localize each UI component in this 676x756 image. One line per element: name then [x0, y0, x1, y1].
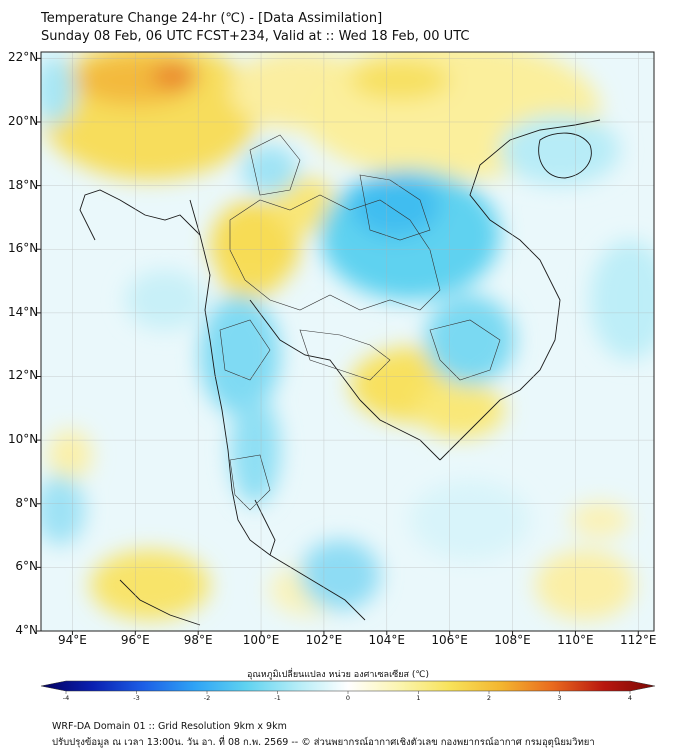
lon-label: 112°E	[620, 633, 657, 647]
colorbar-tick-label: 3	[557, 694, 562, 702]
lat-label: 4°N	[15, 623, 38, 637]
lat-label: 6°N	[15, 559, 38, 574]
lat-label: 20°N	[8, 113, 39, 128]
lon-label: 106°E	[431, 633, 468, 647]
colorbar-tick-label: 0	[345, 694, 351, 702]
lat-label: 22°N	[8, 50, 39, 65]
lat-label: 18°N	[8, 177, 39, 192]
graticule	[41, 52, 654, 631]
colorbar-tick-label: -3	[133, 694, 140, 702]
colorbar	[40, 680, 656, 694]
map-title: Temperature Change 24-hr (℃) - [Data Ass…	[41, 11, 383, 26]
map-subtitle: Sunday 08 Feb, 06 UTC FCST+234, Valid at…	[41, 29, 470, 44]
lon-label: 100°E	[242, 633, 280, 647]
colorbar-label: อุณหภูมิเปลี่ยนแปลง หน่วย องศาเซลเซียส (…	[246, 670, 430, 680]
coastlines	[79, 119, 601, 626]
colorbar-bar	[40, 680, 656, 692]
provincial-borders	[219, 134, 501, 511]
lon-label: 94°E	[57, 633, 87, 647]
lon-label: 96°E	[120, 633, 150, 647]
lon-label: 102°E	[305, 633, 343, 647]
lon-label: 104°E	[368, 633, 406, 647]
footer-credit: ปรับปรุงข้อมูล ณ เวลา 13:00น. วัน อา. ที…	[52, 737, 595, 748]
footer-domain-info: WRF-DA Domain 01 :: Grid Resolution 9km …	[52, 721, 287, 732]
temperature-field	[41, 52, 654, 631]
lon-label: 110°E	[557, 633, 594, 647]
lat-label: 12°N	[8, 368, 39, 383]
lat-label: 16°N	[8, 241, 39, 256]
lon-label: 98°E	[183, 633, 213, 647]
map-frame	[40, 51, 655, 632]
colorbar-tick-label: -4	[62, 694, 70, 702]
lon-label: 108°E	[494, 633, 531, 647]
lat-label: 8°N	[15, 495, 38, 510]
colorbar-tick-label: 4	[627, 694, 633, 702]
lat-label: 10°N	[8, 432, 39, 447]
colorbar-tick-label: -2	[203, 694, 211, 702]
colorbar-tick-label: 2	[486, 694, 492, 702]
colorbar-tick-label: 1	[416, 694, 421, 702]
lat-label: 14°N	[8, 304, 39, 319]
colorbar-tick-label: -1	[274, 694, 281, 702]
